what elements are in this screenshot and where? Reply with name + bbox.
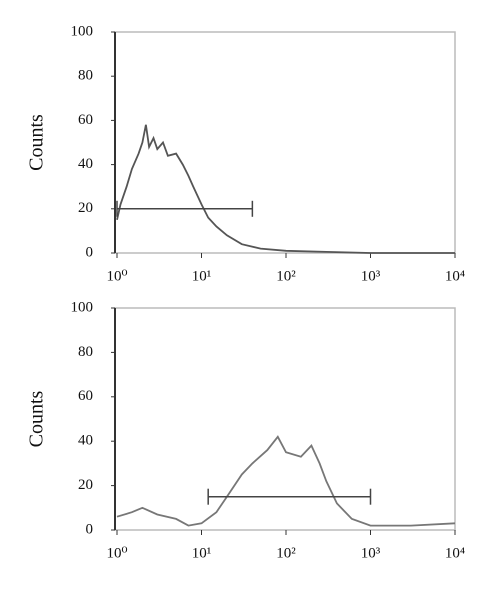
x-tick-label: 10³ xyxy=(361,545,381,561)
y-tick-label: 80 xyxy=(78,68,93,84)
y-tick-label: 40 xyxy=(78,156,93,172)
x-tick-label: 10⁴ xyxy=(445,268,465,284)
y-axis-label: Counts xyxy=(26,390,48,447)
y-tick-label: 20 xyxy=(78,477,93,493)
x-tick-label: 10¹ xyxy=(192,268,212,284)
y-tick-label: 0 xyxy=(86,244,94,260)
x-tick-label: 10⁴ xyxy=(445,545,465,561)
x-tick-label: 10² xyxy=(276,545,296,561)
y-axis-label: Counts xyxy=(26,114,48,171)
x-tick-label: 10¹ xyxy=(192,545,212,561)
x-tick-label: 10² xyxy=(276,268,296,284)
y-tick-label: 100 xyxy=(71,23,94,39)
y-tick-label: 60 xyxy=(78,112,93,128)
x-tick-label: 10⁰ xyxy=(106,268,127,284)
y-tick-label: 60 xyxy=(78,388,93,404)
y-tick-label: 100 xyxy=(71,299,94,315)
histogram-line xyxy=(116,435,456,527)
y-tick-label: 80 xyxy=(78,344,93,360)
histogram-line xyxy=(116,124,455,254)
x-tick-label: 10⁰ xyxy=(106,545,127,561)
x-tick-label: 10³ xyxy=(361,268,381,284)
plot-frame xyxy=(114,31,456,254)
y-tick-label: 20 xyxy=(78,200,93,216)
y-tick-label: 0 xyxy=(86,521,94,537)
y-tick-label: 40 xyxy=(78,433,93,449)
